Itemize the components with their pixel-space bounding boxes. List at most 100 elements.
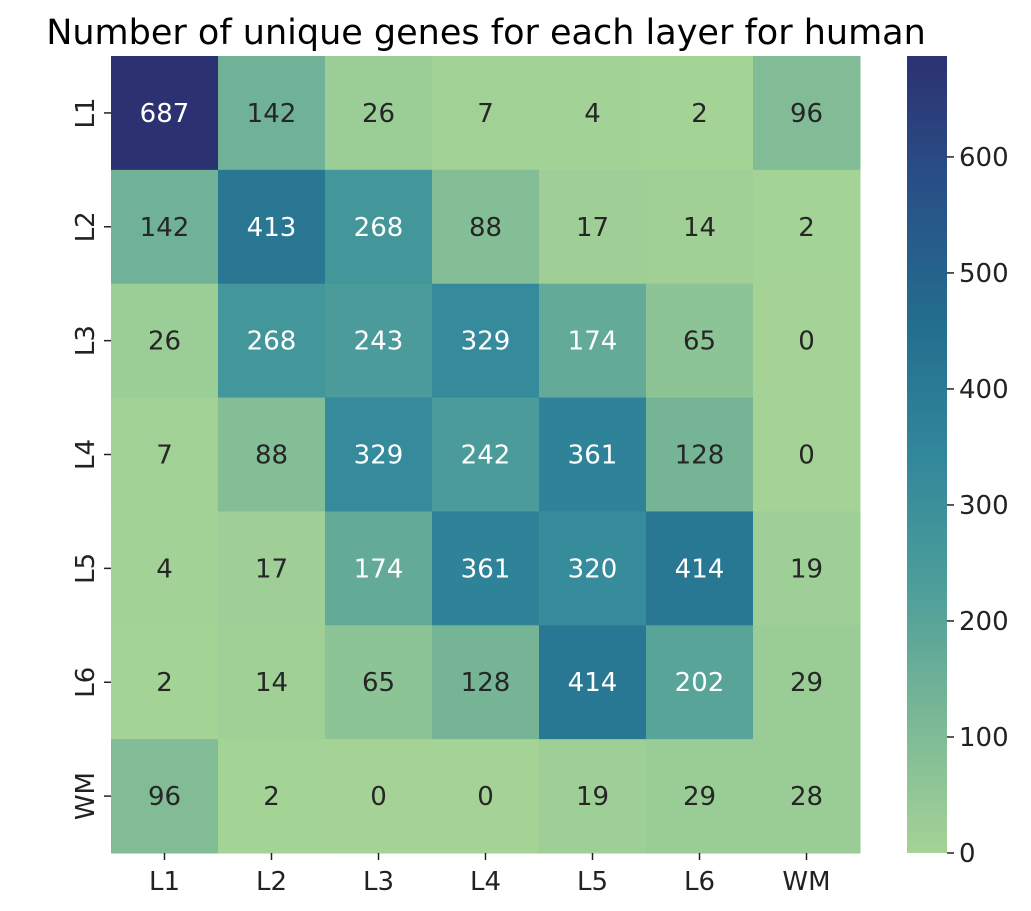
colorbar-tick-label: 200 [959, 607, 1009, 637]
heatmap-cell-WM-L5 [539, 739, 647, 854]
heatmap-cell-L1-L6 [646, 56, 754, 171]
heatmap-cell-L3-L1 [111, 283, 219, 399]
x-tick-label: WM [782, 867, 830, 897]
heatmap-cell-L6-WM [753, 625, 861, 740]
heatmap-cell-L4-L1 [111, 397, 219, 512]
x-tick-label: L5 [577, 867, 608, 897]
heatmap-cell-label: 329 [461, 327, 511, 357]
heatmap-cell-WM-L3 [325, 739, 433, 854]
heatmap-cell-label: 2 [263, 782, 280, 812]
heatmap-cell-L4-WM [753, 397, 861, 512]
heatmap-cell-label: 4 [156, 554, 173, 584]
heatmap-cell-label: 17 [576, 213, 609, 243]
heatmap-cell-L3-L5 [539, 283, 647, 399]
heatmap-cell-L4-L5 [539, 397, 647, 512]
heatmap-cell-label: 361 [568, 441, 618, 471]
x-tick-label: L2 [256, 867, 287, 897]
heatmap-cell-label: 687 [140, 99, 190, 129]
y-tick-label: L2 [71, 211, 101, 242]
x-tick-label: L3 [363, 867, 394, 897]
heatmap-cell-L6-L4 [432, 625, 540, 740]
heatmap-cell-label: 243 [354, 327, 404, 357]
heatmap-cell-label: 96 [148, 782, 181, 812]
heatmap-cell-label: 7 [477, 99, 494, 129]
heatmap-cell-label: 2 [691, 99, 708, 129]
colorbar-tick-label: 600 [959, 143, 1009, 173]
heatmap-cell-label: 174 [354, 554, 404, 584]
colorbar-tick-label: 0 [959, 839, 976, 869]
heatmap-cell-label: 0 [798, 327, 815, 357]
colorbar-tick-label: 300 [959, 491, 1009, 521]
heatmap-cell-L5-L2 [218, 511, 326, 626]
heatmap-cell-label: 19 [790, 554, 823, 584]
heatmap-cell-L1-WM [753, 56, 861, 171]
heatmap-cell-label: 142 [140, 213, 190, 243]
heatmap-cell-L1-L1 [111, 56, 219, 171]
colorbar-tick-labels: 0 100 200 300 400 500 600 [947, 143, 1009, 869]
heatmap-cell-label: 14 [683, 213, 716, 243]
heatmap-cell-label: 17 [255, 554, 288, 584]
y-tick-label: L3 [71, 325, 101, 356]
heatmap-cell-L4-L2 [218, 397, 326, 512]
heatmap-cell-label: 128 [461, 668, 511, 698]
heatmap-cell-label: 174 [568, 327, 618, 357]
heatmap-cell-label: 29 [683, 782, 716, 812]
heatmap-cell-L5-L1 [111, 511, 219, 626]
heatmap-cell-label: 29 [790, 668, 823, 698]
heatmap-cell-L6-L3 [325, 625, 433, 740]
heatmap-cell-L2-L3 [325, 169, 433, 285]
heatmap-cell-WM-L1 [111, 739, 219, 854]
heatmap-cell-label: 14 [255, 668, 288, 698]
heatmap-cell-label: 65 [683, 327, 716, 357]
heatmap-cell-label: 320 [568, 554, 618, 584]
x-tick-label: L4 [470, 867, 501, 897]
heatmap-cell-L2-L1 [111, 169, 219, 285]
heatmap-cell-L5-WM [753, 511, 861, 626]
chart-title: Number of unique genes for each layer fo… [46, 13, 926, 53]
x-tick-label: L6 [684, 867, 715, 897]
heatmap-cell-L1-L3 [325, 56, 433, 171]
heatmap-cell-L3-L2 [218, 283, 326, 399]
heatmap-cell-WM-L6 [646, 739, 754, 854]
heatmap-cell-label: 329 [354, 441, 404, 471]
heatmap-cell-label: 2 [156, 668, 173, 698]
heatmap-cell-L4-L3 [325, 397, 433, 512]
heatmap-cell-label: 88 [469, 213, 502, 243]
heatmap-cell-label: 0 [798, 441, 815, 471]
heatmap-cell-label: 142 [247, 99, 297, 129]
y-tick-label: L4 [71, 439, 101, 470]
heatmap-cell-L3-L3 [325, 283, 433, 399]
heatmap-cell-L1-L5 [539, 56, 647, 171]
heatmap-cell-WM-L2 [218, 739, 326, 854]
heatmap-cell-label: 413 [247, 213, 297, 243]
heatmap-cell-L5-L5 [539, 511, 647, 626]
heatmap-cell-L6-L2 [218, 625, 326, 740]
heatmap-cell-label: 0 [370, 782, 387, 812]
heatmap-cell-L2-L6 [646, 169, 754, 285]
heatmap-cell-L5-L3 [325, 511, 433, 626]
heatmap-cell-label: 26 [362, 99, 395, 129]
heatmap-cell-L4-L4 [432, 397, 540, 512]
heatmap-cell-L5-L4 [432, 511, 540, 626]
heatmap-cell-label: 65 [362, 668, 395, 698]
heatmap-cell-label: 268 [247, 327, 297, 357]
y-tick-label: L1 [71, 97, 101, 128]
heatmap-cell-label: 361 [461, 554, 511, 584]
colorbar-tick-label: 400 [959, 375, 1009, 405]
y-tick-label: L6 [71, 667, 101, 698]
heatmap-cell-label: 96 [790, 99, 823, 129]
heatmap-cell-L1-L4 [432, 56, 540, 171]
heatmap-cell-label: 242 [461, 441, 511, 471]
heatmap-cell-label: 26 [148, 327, 181, 357]
heatmap-cell-label: 4 [584, 99, 601, 129]
x-axis-tick-labels: L1 L2 L3 L4 L5 L6 WM [149, 853, 831, 897]
heatmap-cell-label: 268 [354, 213, 404, 243]
heatmap-cell-L6-L1 [111, 625, 219, 740]
colorbar-tick-label: 500 [959, 259, 1009, 289]
heatmap-cell-L2-L2 [218, 169, 326, 285]
heatmap-cell-label: 2 [798, 213, 815, 243]
x-tick-label: L1 [149, 867, 180, 897]
heatmap-cell-L3-WM [753, 283, 861, 399]
